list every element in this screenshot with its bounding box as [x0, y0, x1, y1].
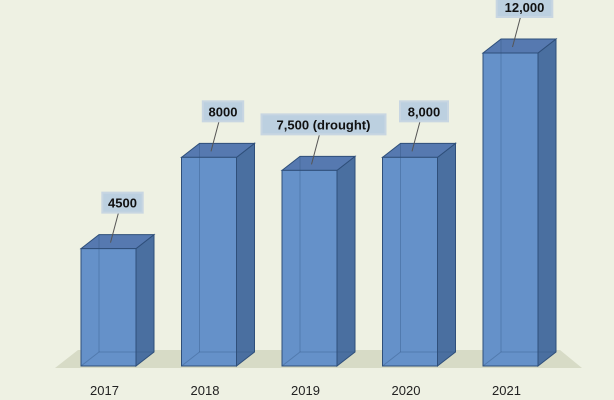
bar-side-face: [236, 142, 255, 368]
label-box: [260, 113, 387, 136]
data-label-2017: 4500: [101, 191, 144, 243]
label-leader-line: [110, 212, 119, 243]
data-label-text: 7,500 (drought): [277, 117, 371, 132]
x-axis-ticks: 2017 2018 2019 2020 2021: [90, 383, 521, 398]
bar-2020: [381, 142, 457, 368]
bar-side-face: [336, 155, 356, 368]
bar-2018: [180, 142, 256, 368]
label-leader-line: [512, 16, 521, 48]
bar-back-edge: [281, 351, 301, 367]
data-label-2019: 7,500 (drought): [260, 113, 387, 165]
bar-front-face: [281, 169, 338, 367]
bar-back-edge: [382, 351, 401, 367]
x-tick-label: 2018: [191, 383, 220, 398]
data-label-2018: 8000: [201, 100, 245, 152]
bar-2017: [79, 233, 156, 368]
bar-side-face: [437, 142, 456, 368]
data-label-text: 8000: [209, 104, 238, 119]
x-tick-label: 2020: [392, 383, 421, 398]
x-tick-label: 2021: [492, 383, 521, 398]
bar-back-edge: [80, 351, 100, 367]
bar-side-face: [135, 233, 155, 368]
data-labels-group: 4500 8000 7,500 (drought) 8,000 12,000: [101, 0, 554, 243]
label-box: [495, 0, 554, 18]
bar-side-face: [537, 37, 557, 368]
bar-front-face: [80, 248, 137, 367]
label-box: [101, 191, 144, 214]
label-leader-line: [210, 121, 220, 152]
bar-2021: [481, 37, 558, 368]
bars-group: [79, 37, 558, 368]
bar-2019: [280, 155, 357, 368]
bar-front-face: [181, 156, 237, 367]
data-label-text: 8,000: [408, 104, 441, 119]
bar-back-edge: [181, 351, 200, 367]
data-label-2021: 12,000: [495, 0, 554, 48]
data-label-text: 4500: [108, 196, 137, 211]
x-tick-label: 2019: [291, 383, 320, 398]
x-tick-label: 2017: [90, 383, 119, 398]
label-leader-line: [411, 121, 421, 152]
label-leader-line: [311, 134, 320, 165]
bar-front-face: [382, 156, 438, 367]
label-box: [201, 100, 245, 123]
data-label-text: 12,000: [505, 0, 545, 15]
data-label-2020: 8,000: [399, 100, 449, 152]
label-box: [399, 100, 449, 123]
bar-back-edge: [482, 351, 502, 367]
bar-front-face: [482, 52, 539, 367]
